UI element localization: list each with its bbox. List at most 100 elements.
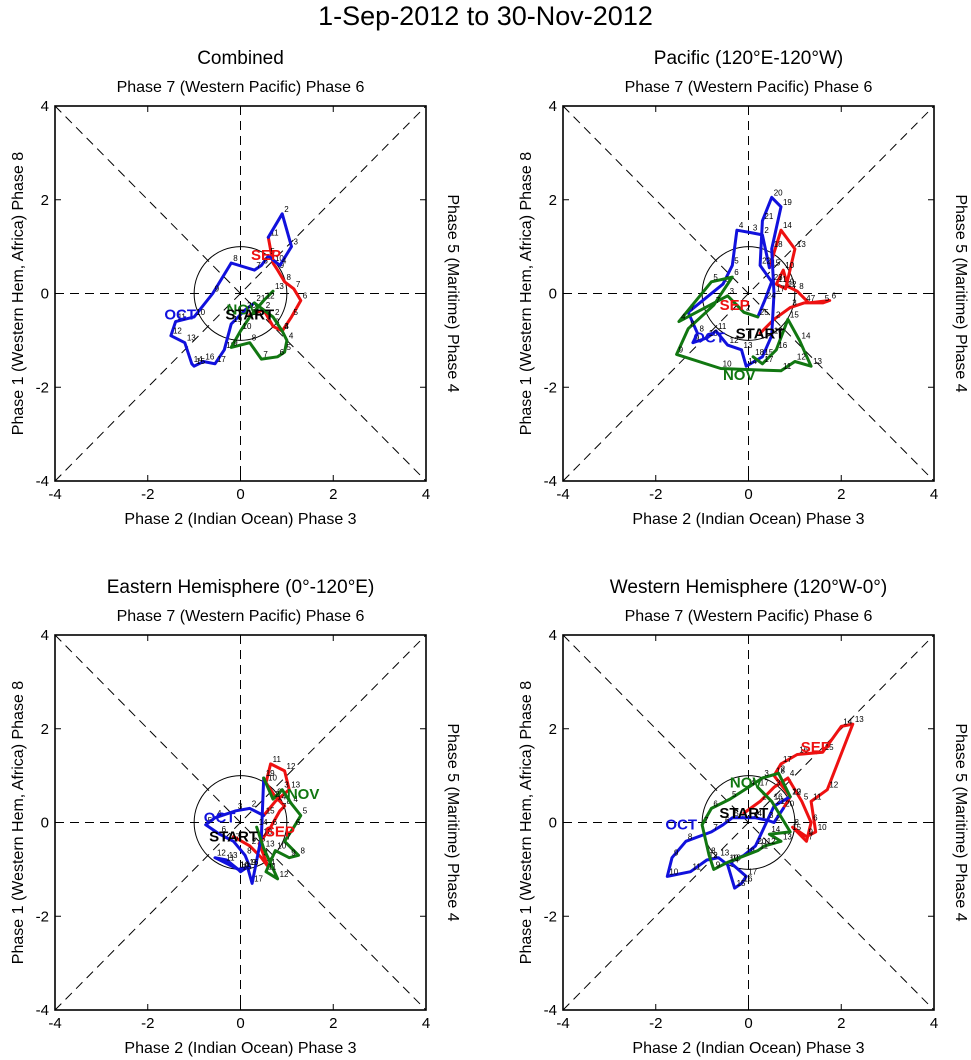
day-label: 10 [196,308,205,317]
day-label: 6 [832,292,837,301]
day-label: 22 [762,256,771,265]
day-label: 9 [233,338,238,347]
day-label: 19 [792,788,801,797]
day-label: 3 [730,287,735,296]
y-axis-label: Phase 1 (Western Hem, Africa) Phase 8 [10,152,27,435]
month-label-sep: SEP [251,247,281,264]
day-label: 19 [783,198,792,207]
y-axis-label: Phase 1 (Western Hem, Africa) Phase 8 [10,681,27,964]
day-label: 6 [303,292,308,301]
day-label: 23 [774,273,783,282]
x-tick-label: -2 [649,486,662,503]
trajectory-sep [742,722,855,843]
day-label: 2 [266,301,271,310]
day-label: 17 [760,778,769,787]
day-label: 14 [771,825,780,834]
day-label: 17 [254,874,263,883]
day-label: 8 [688,832,693,841]
day-label: 11 [270,228,279,237]
day-label: 14 [277,792,286,801]
day-label: 13 [783,832,792,841]
day-label: 11 [252,308,261,317]
day-label: 9 [790,277,795,286]
y-tick-label: 2 [549,192,557,209]
x-tick-label: 4 [930,486,938,503]
day-label: 12 [797,352,806,361]
day-label: 13 [797,240,806,249]
top-phase-label: Phase 7 (Western Pacific) Phase 6 [117,608,365,625]
phase-divider-antidiagonal [54,105,427,482]
day-label: 7 [256,261,261,270]
x-tick-label: 4 [930,1015,938,1032]
x-tick-label: 2 [837,486,845,503]
day-label: 8 [247,846,252,855]
day-label: 9 [215,285,220,294]
day-label: 11 [226,853,235,862]
day-label: 8 [799,282,804,291]
day-label: 3 [294,238,299,247]
day-label: 17 [783,755,792,764]
trajectory-sep [248,235,303,333]
trajectory-nov [255,776,303,881]
day-label: 4 [751,778,756,787]
day-label: 15 [771,259,780,268]
day-label: 16 [744,874,753,883]
day-label: 14 [194,355,203,364]
day-label: 13 [744,341,753,350]
y-tick-label: -2 [36,908,49,925]
day-label: 11 [268,863,277,872]
day-label: 12 [829,781,838,790]
y-tick-label: 0 [41,286,49,303]
day-label: 10 [243,322,252,331]
day-label: 14 [259,818,268,827]
day-label: 2 [746,303,751,312]
day-label: 16 [249,858,258,867]
day-label: 5 [732,790,737,799]
day-label: 11 [693,863,702,872]
day-label: 13 [720,849,729,858]
day-label: 5 [208,816,213,825]
top-phase-label: Phase 7 (Western Pacific) Phase 6 [117,79,365,96]
day-label: 9 [716,860,721,869]
day-label: 16 [774,327,783,336]
phase-divider-antidiagonal [562,105,935,482]
day-label: 11 [273,755,282,764]
day-label: 2 [776,310,781,319]
day-label: 13 [266,839,275,848]
start-label: START [225,307,274,324]
day-label: 3 [238,802,243,811]
month-label-oct: OCT [693,330,725,347]
x-tick-label: -4 [48,486,61,503]
day-label: 17 [776,285,785,294]
day-label: 3 [792,299,797,308]
x-tick-label: 4 [422,486,430,503]
day-label: 2 [275,308,280,317]
day-label: 4 [289,331,294,340]
y-tick-label: -2 [544,379,557,396]
day-label: 13 [855,715,864,724]
day-label: 3 [769,811,774,820]
day-label: 2 [275,790,280,799]
day-label: 9 [252,858,257,867]
right-phase-label: Phase 5 (Maritime) Phase 4 [952,723,969,921]
y-tick-label: -2 [36,379,49,396]
day-label: 25 [760,308,769,317]
day-label: 8 [795,818,800,827]
month-label-nov: NOV [227,302,260,319]
day-label: 6 [734,268,739,277]
day-label: 7 [713,823,718,832]
day-label: 6 [263,256,268,265]
day-label: 12 [767,837,776,846]
day-label: 7 [690,303,695,312]
day-label: 7 [287,832,292,841]
day-label: 8 [233,254,238,263]
day-label: 13 [229,851,238,860]
day-label: 2 [764,226,769,235]
day-label: 4 [790,769,795,778]
amplitude-one-circle [193,246,288,341]
month-label-nov: NOV [287,786,320,803]
x-axis-label: Phase 2 (Indian Ocean) Phase 3 [632,511,864,528]
month-label-nov: NOV [730,774,763,791]
y-tick-label: 4 [549,627,557,644]
day-label: 21 [256,294,265,303]
